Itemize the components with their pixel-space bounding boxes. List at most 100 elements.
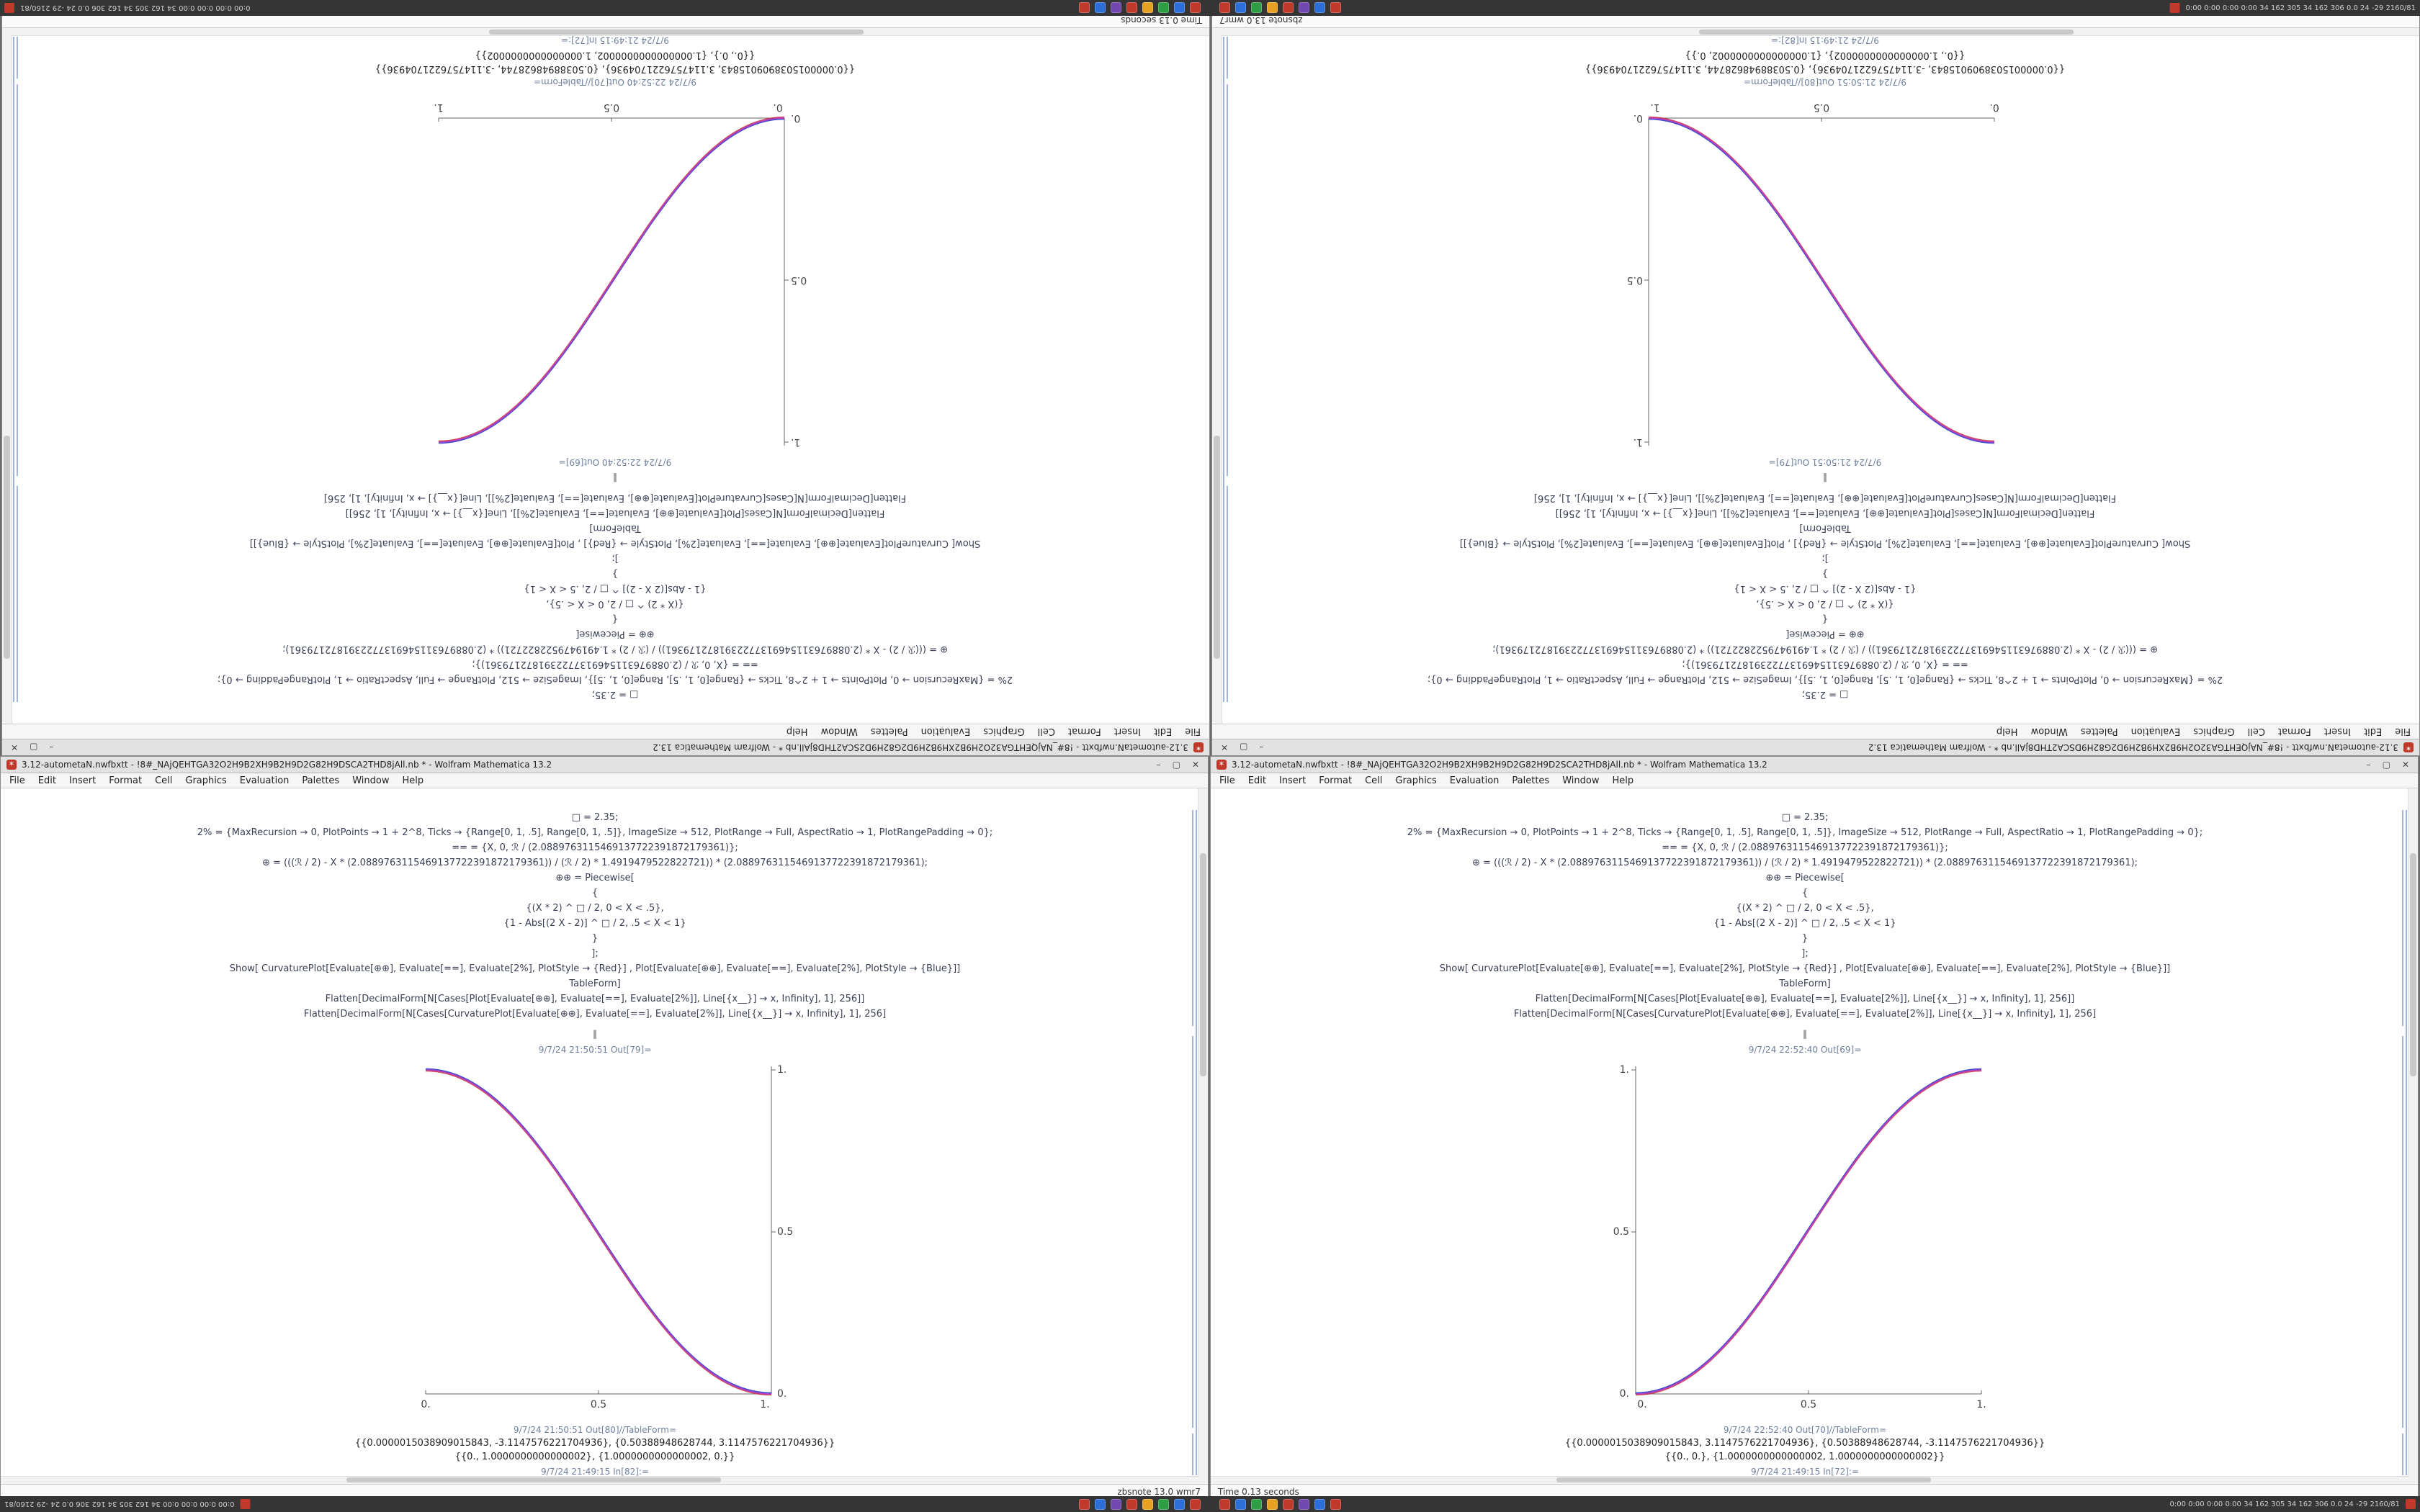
close-button[interactable]: ✕ — [1221, 742, 1229, 752]
tray-app-icon[interactable] — [2406, 1499, 2416, 1509]
menu-item[interactable]: Graphics — [1395, 775, 1437, 786]
menu-item[interactable]: Cell — [155, 775, 173, 786]
app-icon[interactable] — [1299, 2, 1309, 14]
input-cell-code[interactable]: □ = 2.35; 2% = {MaxRecursion → 0, PlotPoi… — [1427, 492, 2223, 700]
app-icon[interactable] — [1330, 1498, 1341, 1510]
cell-bracket-plot[interactable] — [2402, 1036, 2403, 1428]
vertical-scrollbar[interactable] — [2, 28, 12, 724]
minimize-button[interactable]: – — [1156, 760, 1161, 770]
input-cell-code[interactable]: □ = 2.35; 2% = {MaxRecursion → 0, PlotPoi… — [1407, 812, 2203, 1020]
menu-item[interactable]: Insert — [2323, 726, 2352, 737]
cell-bracket-code[interactable] — [2402, 810, 2403, 1026]
vertical-scrollbar[interactable] — [1198, 788, 1208, 1484]
menu-item[interactable]: Format — [1319, 775, 1353, 786]
app-icon[interactable] — [1283, 2, 1294, 14]
horizontal-scrollbar-thumb[interactable] — [1699, 30, 2074, 35]
horizontal-scrollbar-thumb[interactable] — [346, 1477, 721, 1482]
app-icon[interactable] — [1190, 1498, 1201, 1510]
menu-item[interactable]: Evaluation — [2130, 726, 2181, 737]
menu-item[interactable]: Evaluation — [239, 775, 290, 786]
menu-item[interactable]: File — [1219, 775, 1235, 786]
menu-item[interactable]: Window — [2030, 726, 2068, 737]
horizontal-scrollbar-thumb[interactable] — [1556, 1477, 1931, 1482]
menu-item[interactable]: Palettes — [2080, 726, 2118, 737]
maximize-button[interactable]: ▢ — [1172, 760, 1180, 770]
close-button[interactable]: ✕ — [1191, 760, 1199, 770]
menu-item[interactable]: File — [1185, 726, 1201, 737]
app-icon[interactable] — [1283, 1498, 1294, 1510]
app-icon[interactable] — [1095, 1498, 1106, 1510]
menu-item[interactable]: Edit — [1154, 726, 1173, 737]
minimize-button[interactable]: – — [2366, 760, 2371, 770]
app-icon[interactable] — [1251, 2, 1262, 14]
menu-item[interactable]: Evaluation — [920, 726, 971, 737]
menu-item[interactable]: Window — [820, 726, 858, 737]
app-icon[interactable] — [1111, 1498, 1121, 1510]
app-icon[interactable] — [1174, 1498, 1185, 1510]
cell-group-bracket[interactable] — [2406, 810, 2407, 1475]
horizontal-scrollbar[interactable] — [12, 28, 1209, 36]
app-icon[interactable] — [1190, 2, 1201, 14]
notebook-content[interactable]: □ = 2.35; 2% = {MaxRecursion → 0, PlotPoi… — [1212, 28, 2419, 724]
app-icon[interactable] — [1158, 2, 1169, 14]
menu-item[interactable]: Format — [1067, 726, 1101, 737]
menu-item[interactable]: Edit — [37, 775, 56, 786]
app-icon[interactable] — [1267, 2, 1278, 14]
maximize-button[interactable]: ▢ — [30, 742, 38, 752]
menu-item[interactable]: Window — [1562, 775, 1600, 786]
app-icon[interactable] — [1079, 2, 1090, 14]
notebook-content[interactable]: □ = 2.35; 2% = {MaxRecursion → 0, PlotPoi… — [2, 28, 1209, 724]
menu-item[interactable]: Edit — [2364, 726, 2383, 737]
app-icon[interactable] — [1142, 2, 1153, 14]
menu-item[interactable]: Help — [1996, 726, 2018, 737]
notebook-content[interactable]: □ = 2.35; 2% = {MaxRecursion → 0, PlotPoi… — [1211, 788, 2418, 1484]
window-titlebar[interactable]: ✶ 3.12-autometaN.nwfbxtt - !8#_NAjQEHTGA… — [1211, 757, 2418, 773]
menu-item[interactable]: Insert — [1113, 726, 1142, 737]
minimize-button[interactable]: – — [1259, 742, 1264, 752]
menu-item[interactable]: File — [2395, 726, 2411, 737]
menu-item[interactable]: Insert — [68, 775, 97, 786]
menu-item[interactable]: Window — [352, 775, 390, 786]
menu-item[interactable]: Help — [402, 775, 424, 786]
app-icon[interactable] — [1219, 2, 1230, 14]
cell-group-bracket[interactable] — [1196, 810, 1197, 1475]
cell-bracket-output[interactable] — [1192, 1434, 1193, 1475]
tray-app-icon[interactable] — [2169, 3, 2180, 13]
app-icon[interactable] — [1079, 1498, 1090, 1510]
menu-item[interactable]: Help — [1612, 775, 1634, 786]
app-icon[interactable] — [1235, 2, 1246, 14]
app-icon[interactable] — [1330, 2, 1341, 14]
cell-bracket-code[interactable] — [1227, 486, 1228, 702]
app-icon[interactable] — [1174, 2, 1185, 14]
app-icon[interactable] — [1219, 1498, 1230, 1510]
tray-app-icon[interactable] — [4, 3, 14, 13]
app-icon[interactable] — [1299, 1498, 1309, 1510]
app-icon[interactable] — [1267, 1498, 1278, 1510]
window-titlebar[interactable]: ✶ 3.12-autometaN.nwfbxtt - !8#_NAjQEHTGA… — [1212, 739, 2419, 755]
menu-item[interactable]: Palettes — [1512, 775, 1550, 786]
cell-bracket-output[interactable] — [2402, 1434, 2403, 1475]
horizontal-scrollbar[interactable] — [1222, 28, 2419, 36]
app-icon[interactable] — [1126, 2, 1137, 14]
cell-bracket-code[interactable] — [1192, 810, 1193, 1026]
cell-bracket-plot[interactable] — [17, 84, 18, 476]
app-icon[interactable] — [1235, 1498, 1246, 1510]
cell-bracket-plot[interactable] — [1227, 84, 1228, 476]
horizontal-scrollbar-thumb[interactable] — [489, 30, 864, 35]
app-icon[interactable] — [1314, 2, 1325, 14]
app-icon[interactable] — [1095, 2, 1106, 14]
menu-item[interactable]: Graphics — [2193, 726, 2235, 737]
cell-group-bracket[interactable] — [13, 37, 14, 702]
horizontal-scrollbar[interactable] — [1, 1476, 1198, 1484]
cell-bracket-output[interactable] — [17, 37, 18, 78]
maximize-button[interactable]: ▢ — [1240, 742, 1248, 752]
input-cell-code[interactable]: □ = 2.35; 2% = {MaxRecursion → 0, PlotPoi… — [197, 812, 993, 1020]
app-icon[interactable] — [1158, 1498, 1169, 1510]
cell-group-bracket[interactable] — [1223, 37, 1224, 702]
menu-item[interactable]: Graphics — [983, 726, 1025, 737]
cell-bracket-plot[interactable] — [1192, 1036, 1193, 1428]
app-icon[interactable] — [1111, 2, 1121, 14]
app-icon[interactable] — [1142, 1498, 1153, 1510]
close-button[interactable]: ✕ — [2401, 760, 2409, 770]
vertical-scrollbar-thumb[interactable] — [1200, 853, 1206, 1076]
